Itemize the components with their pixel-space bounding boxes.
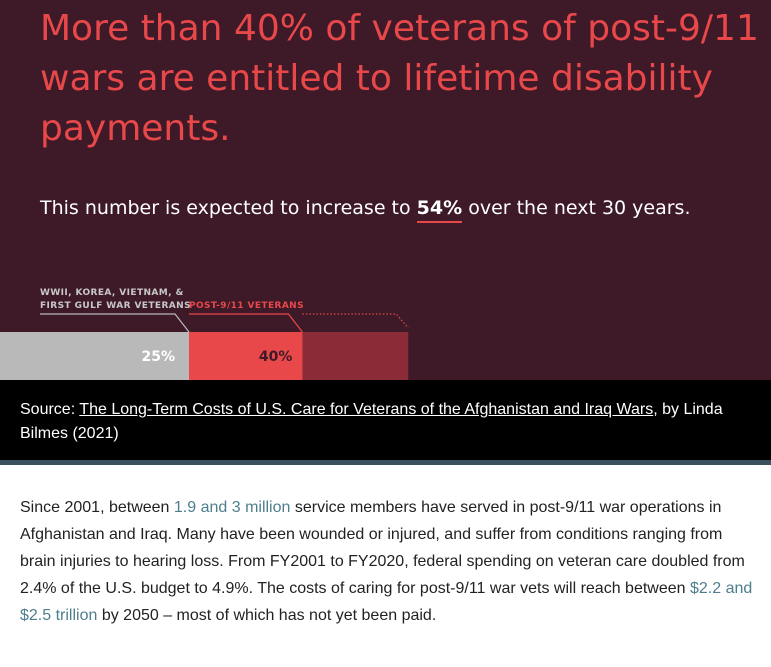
source-suffix: , by Linda Bilmes (2021) bbox=[20, 401, 723, 442]
headline: More than 40% of veterans of post-9/11 w… bbox=[40, 8, 759, 149]
subhead: This number is expected to increase to 5… bbox=[40, 194, 691, 223]
bar-label-post-911: POST-9/11 VETERANS bbox=[189, 301, 304, 311]
body-part1: Since 2001, between bbox=[20, 499, 174, 516]
body-paragraph: Since 2001, between 1.9 and 3 million se… bbox=[20, 494, 755, 629]
bar-earlier-wars bbox=[0, 332, 189, 380]
value-label-post-911: 40% bbox=[259, 349, 293, 365]
bar-label-earlier-wars-line1: WWII, KOREA, VIETNAM, & bbox=[40, 288, 184, 298]
source-link[interactable]: The Long-Term Costs of U.S. Care for Vet… bbox=[79, 401, 654, 418]
bar-label-earlier-wars-line2: FIRST GULF WAR VETERANS bbox=[40, 301, 191, 311]
bar-post-911 bbox=[189, 332, 303, 380]
source-prefix: Source: bbox=[20, 401, 80, 418]
service-members-link[interactable]: 1.9 and 3 million bbox=[173, 499, 291, 516]
disability-chart: WWII, KOREA, VIETNAM, & FIRST GULF WAR V… bbox=[0, 288, 409, 380]
cost-estimate-link[interactable]: $2.2 and $2.5 trillion bbox=[20, 580, 753, 624]
value-label-earlier-wars: 25% bbox=[141, 349, 175, 365]
body-part2: service members have served in post-9/11… bbox=[20, 499, 745, 597]
body-part3: by 2050 – most of which has not yet been… bbox=[97, 607, 437, 624]
leader-line-earlier-wars bbox=[40, 313, 190, 333]
leader-line-projected bbox=[302, 313, 409, 329]
leader-line-post-911 bbox=[189, 313, 303, 333]
infographic: More than 40% of veterans of post-9/11 w… bbox=[0, 0, 771, 380]
subhead-suffix: over the next 30 years. bbox=[462, 197, 691, 219]
source-bar: Source: The Long-Term Costs of U.S. Care… bbox=[0, 380, 771, 465]
source-citation: Source: The Long-Term Costs of U.S. Care… bbox=[20, 398, 750, 446]
subhead-prefix: This number is expected to increase to bbox=[40, 197, 417, 219]
subhead-highlight: 54% bbox=[416, 197, 463, 223]
